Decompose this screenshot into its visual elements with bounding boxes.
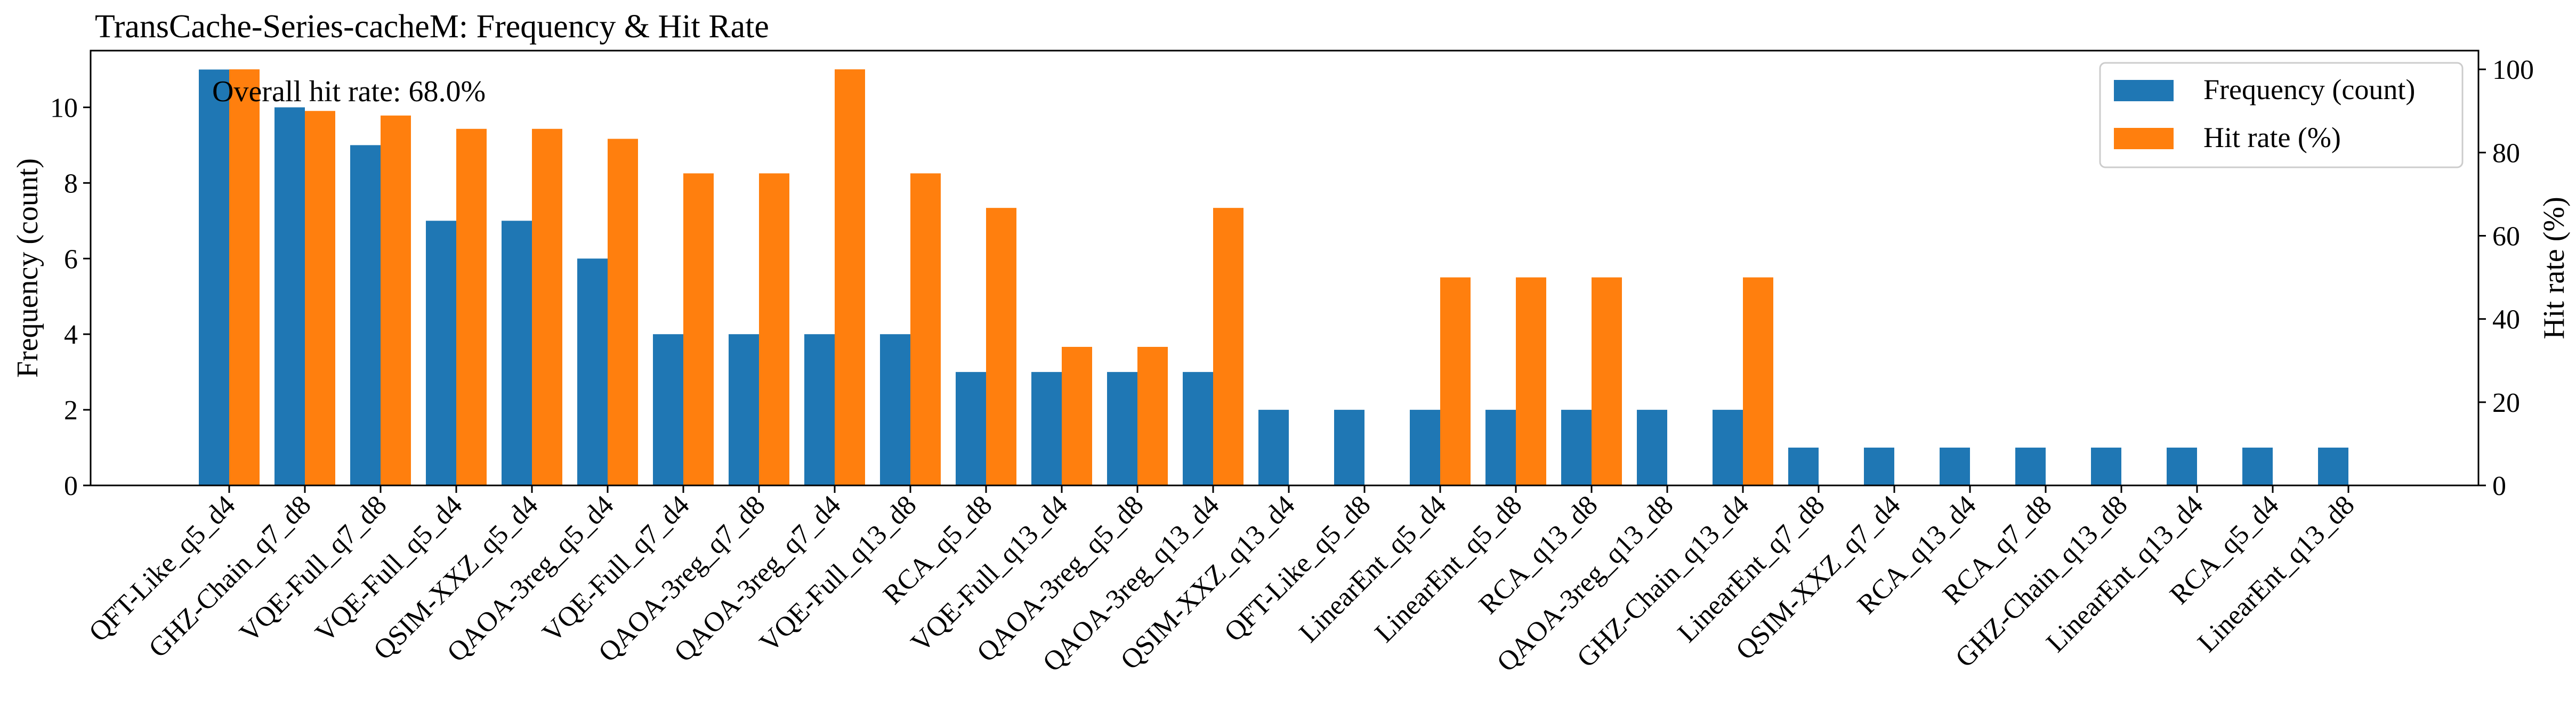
bar-frequency [729, 334, 759, 485]
overall-hit-rate-annotation: Overall hit rate: 68.0% [212, 75, 486, 108]
plot-frame [90, 50, 2480, 486]
bar-frequency [1561, 410, 1592, 485]
bar-frequency [880, 334, 910, 485]
y2-axis-ticks: 0 20 40 60 80 100 [2478, 55, 2534, 501]
bar-hit-rate [1137, 346, 1168, 485]
legend-label-frequency: Frequency (count) [2203, 74, 2415, 106]
y-axis-label: Frequency (count) [11, 158, 44, 378]
bar-frequency [502, 221, 532, 485]
bar-frequency [804, 334, 835, 485]
bar-frequency [1788, 448, 1819, 485]
y2-tick-label: 100 [2492, 55, 2534, 85]
bar-hit-rate [532, 128, 562, 486]
bar-frequency [2167, 448, 2197, 485]
bar-frequency [1485, 410, 1516, 485]
y-axis-ticks: 0 2 4 6 8 10 [50, 93, 91, 501]
bar-hit-rate [835, 69, 865, 485]
bar-frequency [1107, 372, 1137, 485]
y-tick-label: 8 [64, 168, 78, 199]
bar-hit-rate [1516, 277, 1546, 485]
bar-frequency [274, 107, 305, 485]
bar-frequency [2318, 448, 2348, 485]
hit-rate-bars [229, 69, 1773, 486]
bar-frequency [2091, 448, 2121, 485]
bar-frequency [1334, 410, 1364, 485]
bar-hit-rate [229, 69, 260, 485]
bar-frequency [1637, 410, 1667, 485]
bar-hit-rate [1213, 208, 1243, 486]
bar-hit-rate [759, 173, 789, 485]
bar-hit-rate [1062, 346, 1092, 485]
bar-frequency [1183, 372, 1213, 485]
y-tick-label: 10 [50, 93, 78, 123]
y-tick-label: 2 [64, 395, 78, 426]
y-tick-label: 0 [64, 471, 78, 501]
y2-tick-label: 40 [2492, 305, 2520, 335]
legend-swatch-frequency [2114, 80, 2174, 101]
legend-label-hit-rate: Hit rate (%) [2203, 121, 2341, 153]
legend-swatch-hit-rate [2114, 128, 2174, 149]
bar-frequency [956, 372, 986, 485]
bar-frequency [426, 221, 456, 485]
bar-frequency [2242, 448, 2273, 485]
bar-hit-rate [381, 115, 411, 486]
y2-tick-label: 80 [2492, 138, 2520, 168]
bar-frequency [350, 145, 381, 485]
bar-frequency [1258, 410, 1289, 485]
bar-frequency [199, 69, 229, 485]
bar-hit-rate [456, 128, 487, 486]
bar-frequency [1713, 410, 1743, 485]
bar-frequency [2015, 448, 2046, 485]
x-axis-ticks: QFT-Like_q5_d4GHZ-Chain_q7_d8VQE-Full_q7… [83, 485, 2360, 678]
bar-frequency [1410, 410, 1440, 485]
bar-hit-rate [910, 173, 941, 485]
y2-tick-label: 20 [2492, 388, 2520, 418]
y2-tick-label: 60 [2492, 221, 2520, 252]
bar-frequency [577, 258, 608, 485]
y2-tick-label: 0 [2492, 471, 2506, 501]
y-tick-label: 6 [64, 244, 78, 274]
bar-hit-rate [608, 139, 638, 485]
y-tick-label: 4 [64, 320, 78, 350]
bar-hit-rate [1592, 277, 1622, 485]
legend-box [2099, 62, 2464, 168]
chart-title: TransCache-Series-cacheM: Frequency & Hi… [95, 9, 769, 45]
bar-frequency [1031, 372, 1062, 485]
bar-frequency [653, 334, 683, 485]
bar-hit-rate [305, 111, 335, 486]
frequency-bars [199, 69, 2348, 485]
bar-frequency [1940, 448, 1970, 485]
bar-hit-rate [986, 208, 1016, 486]
bar-hit-rate [683, 173, 714, 485]
y2-axis-label: Hit rate (%) [2538, 197, 2571, 339]
legend: Frequency (count) Hit rate (%) [2099, 62, 2464, 168]
bar-hit-rate [1743, 277, 1773, 485]
bar-frequency [1864, 448, 1894, 485]
bar-hit-rate [1440, 277, 1471, 485]
